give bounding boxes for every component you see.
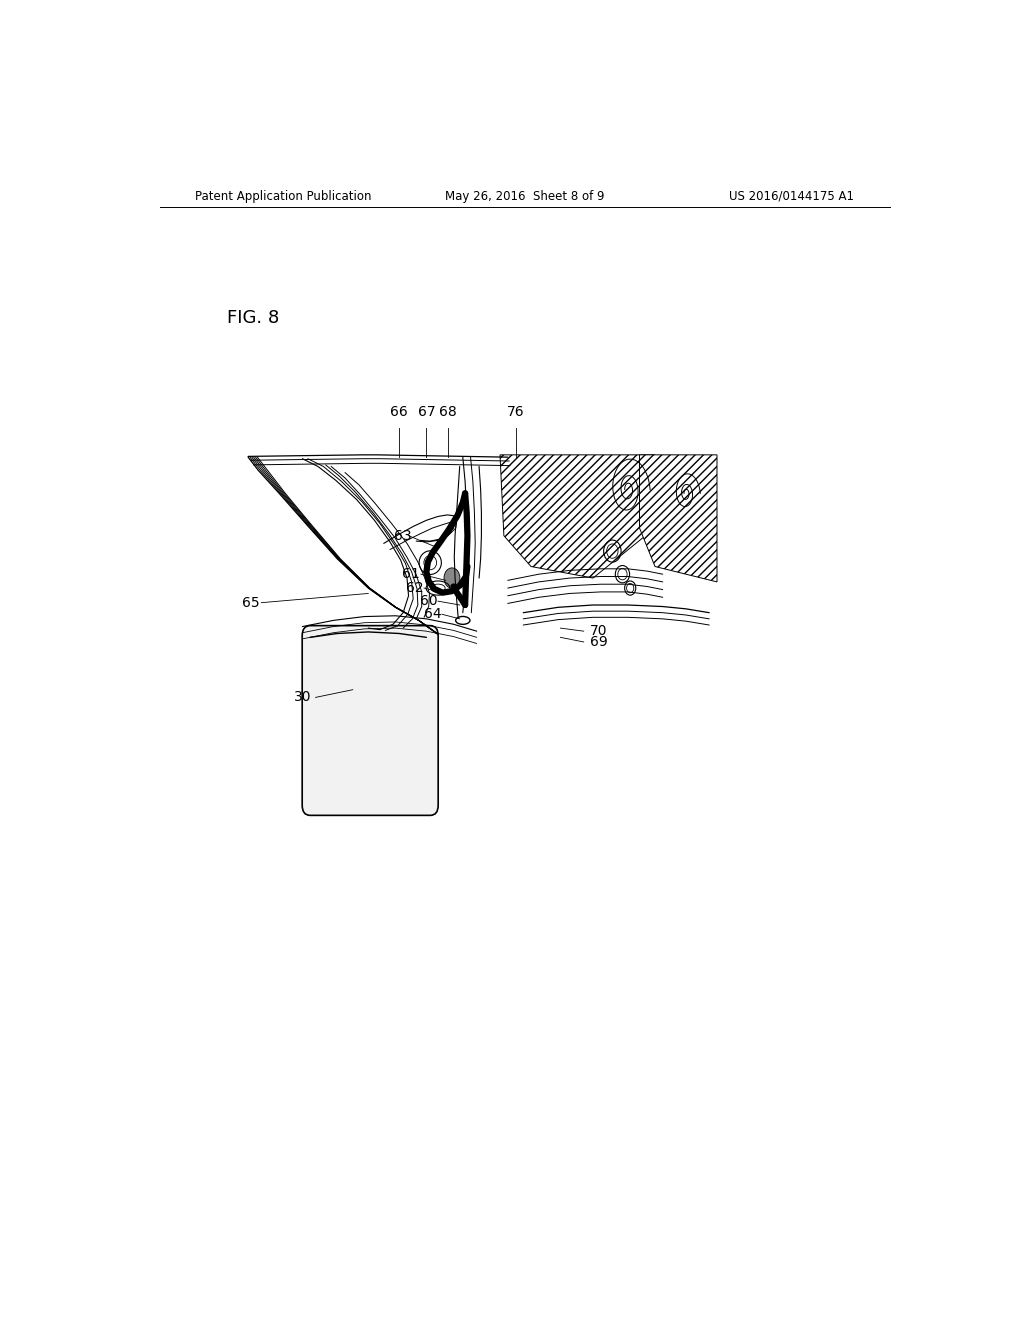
Text: 62: 62 xyxy=(406,581,424,595)
Text: 64: 64 xyxy=(424,607,441,622)
Text: FIG. 8: FIG. 8 xyxy=(227,309,280,327)
Text: May 26, 2016  Sheet 8 of 9: May 26, 2016 Sheet 8 of 9 xyxy=(445,190,604,202)
Text: 69: 69 xyxy=(590,635,607,649)
Text: 65: 65 xyxy=(242,595,259,610)
Text: 70: 70 xyxy=(590,624,607,638)
Text: 68: 68 xyxy=(439,405,457,420)
Polygon shape xyxy=(500,455,655,578)
FancyBboxPatch shape xyxy=(302,626,438,816)
Text: 60: 60 xyxy=(420,594,437,609)
Text: US 2016/0144175 A1: US 2016/0144175 A1 xyxy=(729,190,854,202)
Text: 66: 66 xyxy=(390,405,409,420)
Polygon shape xyxy=(640,455,717,582)
Text: 63: 63 xyxy=(394,529,412,543)
Text: 30: 30 xyxy=(294,690,311,705)
Circle shape xyxy=(444,568,460,589)
Text: 61: 61 xyxy=(402,568,420,581)
Text: 67: 67 xyxy=(418,405,435,420)
Text: Patent Application Publication: Patent Application Publication xyxy=(196,190,372,202)
Text: 76: 76 xyxy=(507,405,524,420)
